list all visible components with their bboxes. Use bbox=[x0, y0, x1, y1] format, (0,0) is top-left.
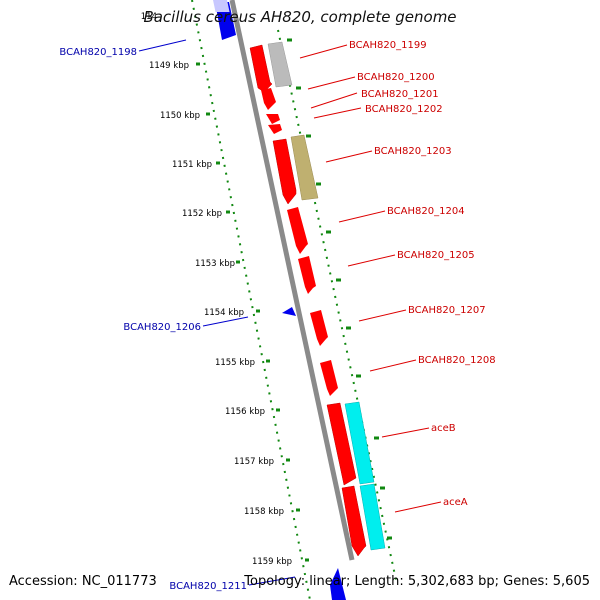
sequence-axis bbox=[229, 0, 355, 561]
gene-label-aceb[interactable]: aceB bbox=[431, 423, 456, 434]
feature-gray-1199 bbox=[267, 41, 293, 88]
ruler-label: 1159 kbp bbox=[252, 557, 292, 567]
reverse-leader-lines bbox=[138, 39, 296, 586]
feature-cyan-aceb bbox=[344, 401, 375, 485]
gene-bcah820-1199[interactable] bbox=[249, 44, 273, 93]
gene-bcah820-1200[interactable] bbox=[261, 88, 276, 110]
gene-label-bcah820-1204[interactable]: BCAH820_1204 bbox=[387, 206, 465, 217]
gene-label-bcah820-1199[interactable]: BCAH820_1199 bbox=[349, 40, 427, 51]
gene-label-bcah820-1211[interactable]: BCAH820_1211 bbox=[169, 581, 247, 592]
gene-bcah820-1198-light bbox=[213, 0, 230, 12]
ruler-label: 1155 kbp bbox=[215, 358, 255, 368]
gene-bcah820-1202[interactable] bbox=[268, 124, 282, 134]
left-track-dotted bbox=[191, 0, 311, 600]
ruler-ticks bbox=[196, 62, 309, 562]
reverse-gene-labels: BCAH820_1198 BCAH820_1206 BCAH820_1211 bbox=[59, 47, 247, 592]
gene-label-bcah820-1206[interactable]: BCAH820_1206 bbox=[123, 322, 201, 333]
gene-bcah820-1201[interactable] bbox=[266, 114, 280, 124]
forward-leader-lines bbox=[299, 44, 442, 513]
gene-bcah820-1211-arrow[interactable] bbox=[330, 568, 346, 600]
gene-bcah820-1206-arrow[interactable] bbox=[282, 307, 296, 316]
gene-label-bcah820-1205[interactable]: BCAH820_1205 bbox=[397, 250, 475, 261]
gene-bcah820-1204[interactable] bbox=[287, 207, 308, 254]
ruler-label: 1154 kbp bbox=[204, 308, 244, 318]
gene-label-bcah820-1201[interactable]: BCAH820_1201 bbox=[361, 89, 439, 100]
accession-text: Accession: NC_011773 bbox=[9, 574, 157, 589]
gene-bcah820-1208[interactable] bbox=[320, 360, 338, 396]
ruler-label: 1149 kbp bbox=[149, 61, 189, 71]
feature-olive-1203 bbox=[290, 134, 319, 201]
ruler-labels: 114 1149 kbp 1150 kbp 1151 kbp 1152 kbp … bbox=[141, 12, 292, 567]
gene-label-bcah820-1207[interactable]: BCAH820_1207 bbox=[408, 305, 486, 316]
genome-summary-text: Topology: linear; Length: 5,302,683 bp; … bbox=[244, 574, 590, 589]
gene-bcah820-1203[interactable] bbox=[272, 138, 297, 205]
gene-acea-upper[interactable] bbox=[326, 402, 357, 486]
ruler-label: 1150 kbp bbox=[160, 111, 200, 121]
ruler-label: 1157 kbp bbox=[234, 457, 274, 467]
ruler-label: 1153 kbp bbox=[195, 259, 235, 269]
gene-acea-lower[interactable] bbox=[341, 485, 367, 557]
feature-cyan-acea bbox=[359, 483, 386, 551]
genome-title: Bacillus cereus AH820, complete genome bbox=[143, 8, 457, 26]
gene-bcah820-1207[interactable] bbox=[310, 310, 328, 346]
ruler-label-top-partial: 114 bbox=[141, 12, 157, 22]
gene-label-bcah820-1208[interactable]: BCAH820_1208 bbox=[418, 355, 496, 366]
right-track-dotted bbox=[277, 29, 397, 581]
gene-label-bcah820-1198[interactable]: BCAH820_1198 bbox=[59, 47, 137, 58]
gene-label-bcah820-1202[interactable]: BCAH820_1202 bbox=[365, 104, 443, 115]
forward-gene-labels: BCAH820_1199 BCAH820_1200 BCAH820_1201 B… bbox=[349, 40, 496, 508]
right-track-ticks bbox=[287, 38, 392, 540]
ruler-label: 1151 kbp bbox=[172, 160, 212, 170]
gene-label-acea[interactable]: aceA bbox=[443, 497, 468, 508]
gene-label-bcah820-1200[interactable]: BCAH820_1200 bbox=[357, 72, 435, 83]
ruler-label: 1158 kbp bbox=[244, 507, 284, 517]
gene-bcah820-1205[interactable] bbox=[298, 256, 316, 294]
ruler-label: 1152 kbp bbox=[182, 209, 222, 219]
ruler-label: 1156 kbp bbox=[225, 407, 265, 417]
gene-label-bcah820-1203[interactable]: BCAH820_1203 bbox=[374, 146, 452, 157]
